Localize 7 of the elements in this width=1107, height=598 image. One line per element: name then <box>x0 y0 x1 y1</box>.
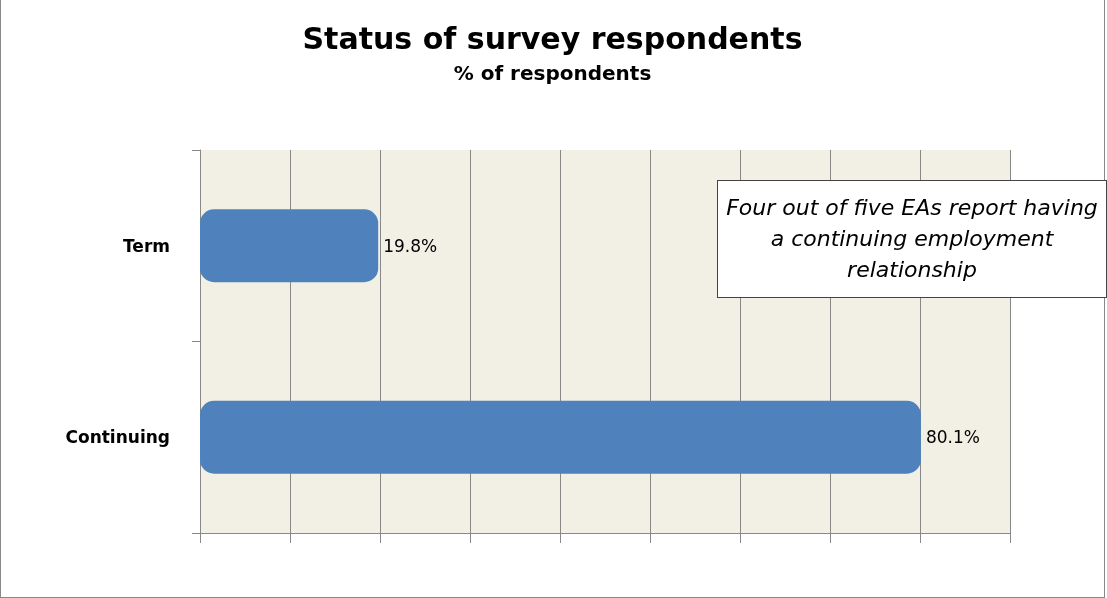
data-label: 19.8% <box>383 235 438 256</box>
y-tick-label: Continuing <box>65 427 170 448</box>
y-tick-label: Term <box>123 235 170 256</box>
chart-subtitle: % of respondents <box>453 61 652 85</box>
annotation: Four out of five EAs report having a continuing employment relationship <box>717 180 1107 299</box>
chart-title: Status of survey respondents <box>302 20 803 56</box>
data-label: 80.1% <box>925 427 980 448</box>
